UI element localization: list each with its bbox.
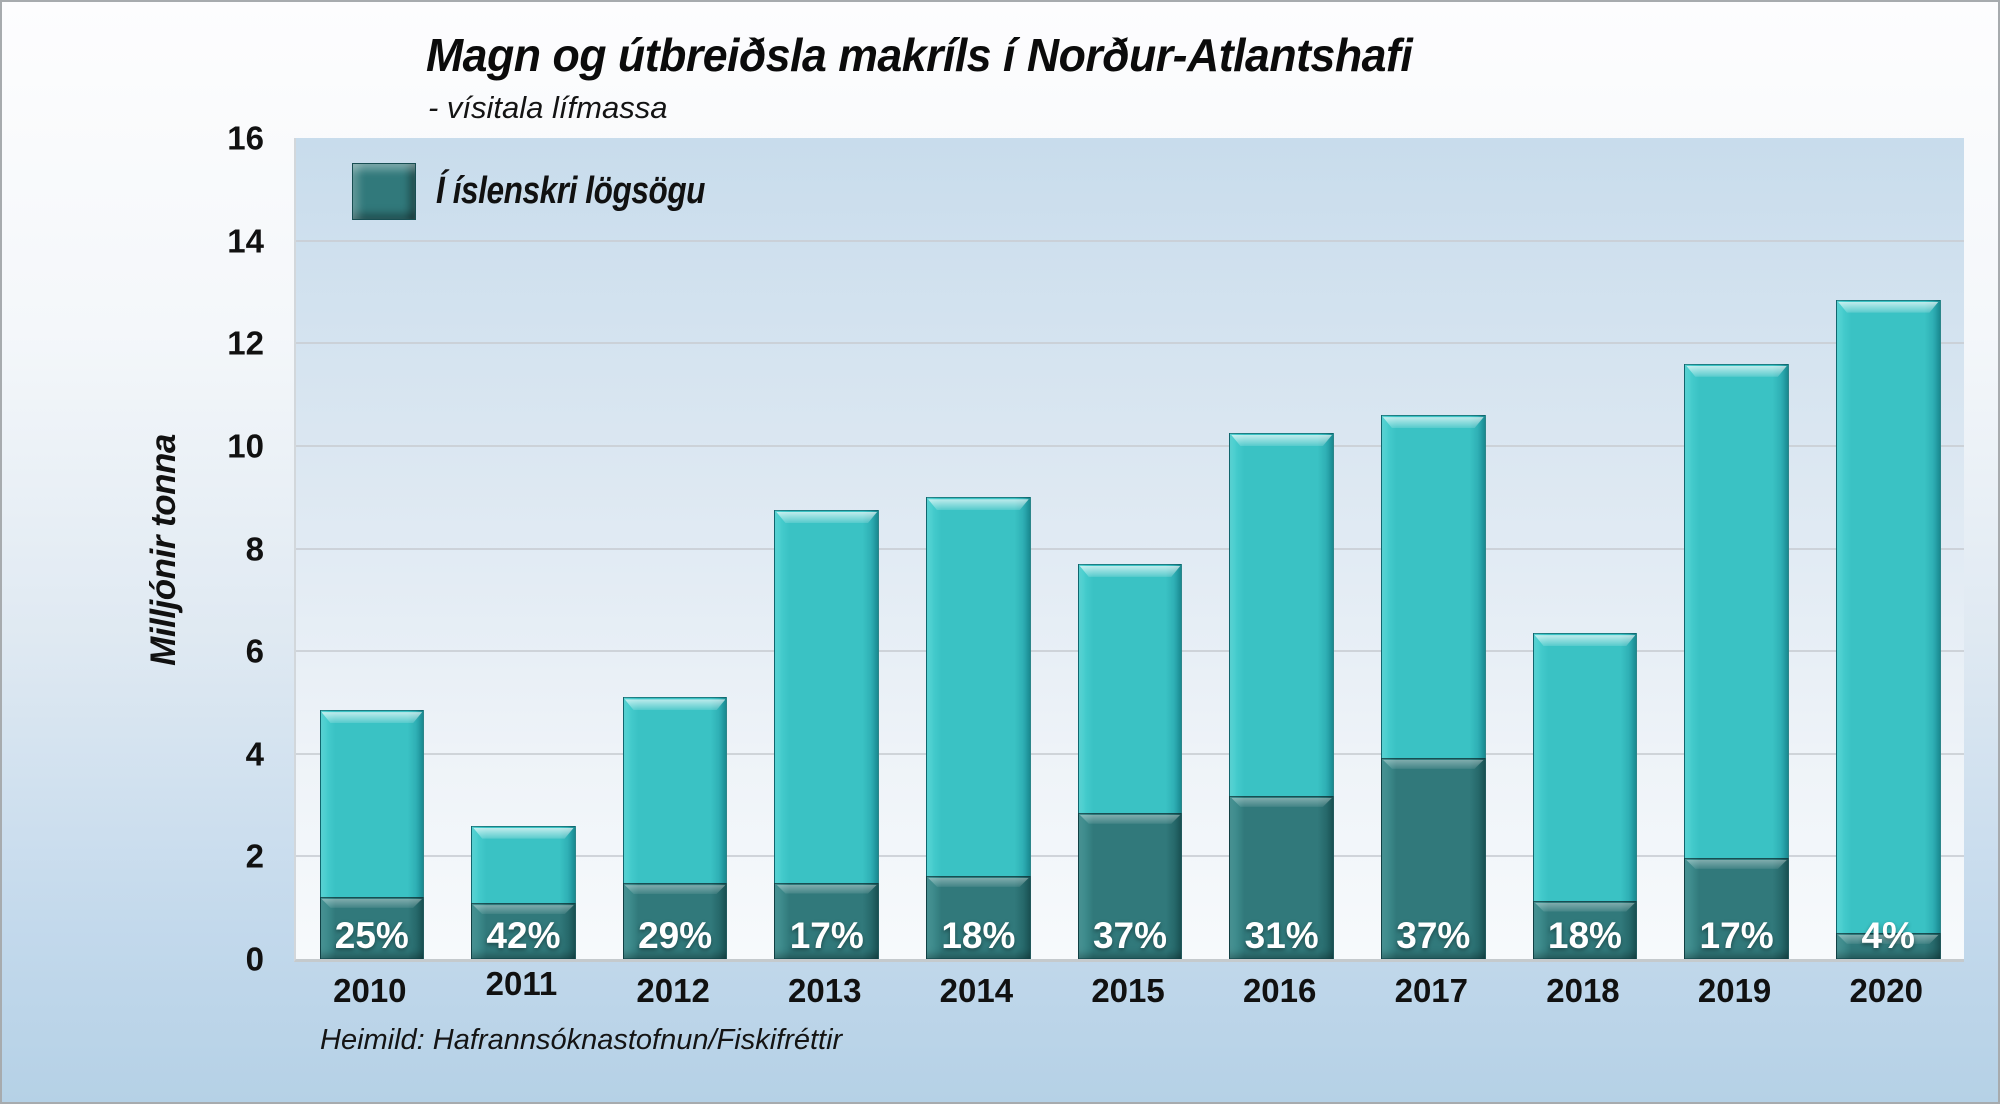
bar-2017: 37% xyxy=(1380,415,1486,959)
bar-iceland-segment xyxy=(1380,757,1486,959)
bar-slot-2019: 17% xyxy=(1661,138,1813,959)
bar-iceland-segment xyxy=(622,883,728,959)
x-axis-label-2015: 2015 xyxy=(1091,972,1165,1009)
bar-slot-2018: 18% xyxy=(1509,138,1661,959)
x-axis-label-2014: 2014 xyxy=(939,972,1014,1009)
x-axis-label-2019: 2019 xyxy=(1697,972,1772,1009)
x-axis-label-2018: 2018 xyxy=(1546,972,1620,1009)
bar-percent-label: 25% xyxy=(334,915,409,956)
legend-swatch-icon xyxy=(352,162,416,220)
bar-percent-label: 4% xyxy=(1861,915,1915,956)
bar-2016: 31% xyxy=(1229,433,1334,959)
y-tick-label: 6 xyxy=(245,632,264,670)
bar-iceland-segment xyxy=(1077,812,1183,959)
bar-slot-2015: 37% xyxy=(1054,138,1206,959)
x-axis-label-2020: 2020 xyxy=(1849,972,1923,1009)
bar-2019: 17% xyxy=(1684,363,1789,959)
bar-iceland-segment xyxy=(1835,932,1941,959)
bar-2014: 18% xyxy=(926,497,1031,959)
bar-iceland-segment xyxy=(1684,857,1789,959)
y-axis-tick-labels: 0 2 4 6 8 10 12 14 16 xyxy=(2,122,264,976)
bar-percent-label: 17% xyxy=(1699,915,1774,956)
y-tick-label: 10 xyxy=(227,427,264,465)
bar-percent-label: 37% xyxy=(1396,915,1471,956)
bar-percent-label: 37% xyxy=(1092,915,1168,956)
legend: Í íslenskri lögsögu xyxy=(352,162,760,220)
bar-2010: 25% xyxy=(319,710,425,959)
bar-iceland-segment xyxy=(319,896,425,959)
bar-iceland-segment xyxy=(926,875,1031,959)
x-axis-label-2010: 2010 xyxy=(333,972,407,1009)
bar-percent-label: 31% xyxy=(1244,915,1319,956)
bar-slot-2014: 18% xyxy=(903,138,1055,959)
y-tick-label: 4 xyxy=(245,735,264,773)
gridline xyxy=(296,342,1964,345)
bar-slot-2012: 29% xyxy=(599,138,751,959)
bar-iceland-segment xyxy=(471,903,576,959)
legend-label: Í íslenskri lögsögu xyxy=(436,169,706,212)
bar-slot-2010: 25% xyxy=(296,138,448,959)
x-axis-label-2017: 2017 xyxy=(1394,972,1469,1009)
plot-area: 25% 42% 29% 17% 18% 37% 31% 37% 18% 17% 4% Í íslen… xyxy=(294,138,1964,962)
x-axis-labels: 2010 2011 2012 2013 2014 2015 2016 2017 2018 2019… xyxy=(294,967,1962,1009)
x-axis-label-2016: 2016 xyxy=(1242,972,1317,1009)
x-axis-label-2012: 2012 xyxy=(636,972,710,1009)
bar-percent-label: 18% xyxy=(1547,915,1622,956)
bar-percent-label: 29% xyxy=(638,915,713,956)
bar-iceland-segment xyxy=(1532,900,1638,959)
bar-slot-2011: 42% xyxy=(448,138,600,959)
y-tick-label: 16 xyxy=(227,119,264,157)
y-tick-label: 8 xyxy=(245,530,264,567)
bar-2020: 4% xyxy=(1835,299,1941,959)
gridline xyxy=(296,547,1964,550)
bar-percent-label: 42% xyxy=(486,915,561,956)
page-title: Magn og útbreiðsla makríls í Norður-Atla… xyxy=(426,29,1413,81)
source-note: Heimild: Hafrannsóknastofnun/Fiskifrétti… xyxy=(320,1024,843,1056)
bar-percent-label: 18% xyxy=(941,915,1016,956)
bar-slot-2016: 31% xyxy=(1206,138,1358,959)
y-tick-label: 2 xyxy=(245,837,264,875)
gridline xyxy=(296,239,1964,242)
x-axis-label-2011: 2011 xyxy=(485,965,558,1002)
bar-2013: 17% xyxy=(774,510,880,959)
bar-iceland-segment xyxy=(1229,795,1334,959)
x-axis-label-2013: 2013 xyxy=(788,972,862,1009)
bar-2011: 42% xyxy=(471,825,576,959)
y-tick-label: 12 xyxy=(227,324,264,362)
bar-slot-2017: 37% xyxy=(1357,138,1509,959)
bar-2015: 37% xyxy=(1077,563,1183,959)
gridline xyxy=(296,444,1964,447)
bar-iceland-segment xyxy=(774,882,880,959)
bar-slot-2020: 4% xyxy=(1812,138,1964,959)
chart-subtitle: - vísitala lífmassa xyxy=(428,90,668,125)
bar-2012: 29% xyxy=(622,697,728,959)
bar-slot-2013: 17% xyxy=(751,138,903,959)
y-tick-label: 14 xyxy=(227,222,264,260)
bar-2018: 18% xyxy=(1532,633,1638,959)
y-tick-label: 0 xyxy=(245,940,264,978)
bar-percent-label: 17% xyxy=(789,915,864,956)
bar-series: 25% 42% 29% 17% 18% 37% 31% 37% 18% 17% 4% xyxy=(296,138,1964,959)
bar-total-segment xyxy=(1835,299,1941,959)
